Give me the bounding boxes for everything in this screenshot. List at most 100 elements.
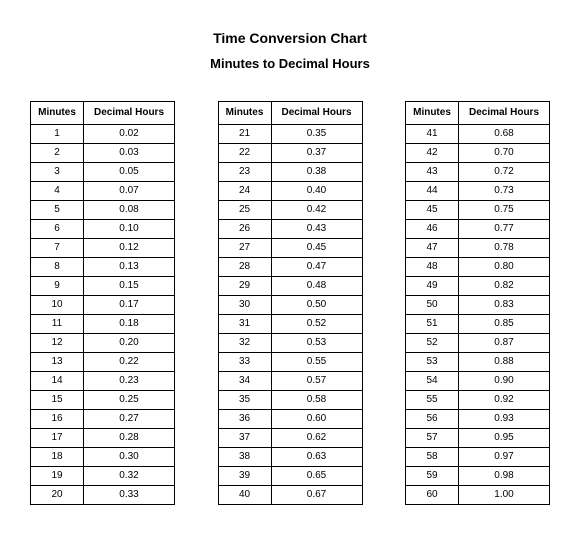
cell-decimal-hours: 0.25 (84, 391, 175, 410)
table-row: 580.97 (406, 448, 550, 467)
table-row: 390.65 (218, 467, 362, 486)
table-row: 200.33 (31, 486, 175, 505)
cell-decimal-hours: 0.17 (84, 296, 175, 315)
cell-minutes: 39 (218, 467, 271, 486)
cell-decimal-hours: 0.80 (459, 258, 550, 277)
table-row: 80.13 (31, 258, 175, 277)
cell-decimal-hours: 0.35 (271, 125, 362, 144)
cell-decimal-hours: 0.98 (459, 467, 550, 486)
cell-minutes: 41 (406, 125, 459, 144)
cell-minutes: 10 (31, 296, 84, 315)
cell-decimal-hours: 0.38 (271, 163, 362, 182)
cell-decimal-hours: 0.27 (84, 410, 175, 429)
table-row: 290.48 (218, 277, 362, 296)
table-row: 210.35 (218, 125, 362, 144)
cell-minutes: 51 (406, 315, 459, 334)
cell-decimal-hours: 0.75 (459, 201, 550, 220)
cell-decimal-hours: 0.73 (459, 182, 550, 201)
cell-decimal-hours: 0.37 (271, 144, 362, 163)
cell-minutes: 6 (31, 220, 84, 239)
table-row: 250.42 (218, 201, 362, 220)
cell-minutes: 60 (406, 486, 459, 505)
table-row: 120.20 (31, 334, 175, 353)
table-row: 520.87 (406, 334, 550, 353)
table-row: 140.23 (31, 372, 175, 391)
table-row: 370.62 (218, 429, 362, 448)
cell-minutes: 53 (406, 353, 459, 372)
cell-minutes: 12 (31, 334, 84, 353)
table-row: 310.52 (218, 315, 362, 334)
cell-decimal-hours: 0.48 (271, 277, 362, 296)
tables-container: MinutesDecimal Hours10.0220.0330.0540.07… (30, 101, 550, 505)
cell-minutes: 40 (218, 486, 271, 505)
table-row: 180.30 (31, 448, 175, 467)
cell-minutes: 47 (406, 239, 459, 258)
cell-decimal-hours: 0.70 (459, 144, 550, 163)
cell-minutes: 38 (218, 448, 271, 467)
cell-decimal-hours: 0.50 (271, 296, 362, 315)
table-row: 190.32 (31, 467, 175, 486)
header-minutes: Minutes (218, 102, 271, 125)
table-row: 220.37 (218, 144, 362, 163)
conversion-table-2: MinutesDecimal Hours210.35220.37230.3824… (218, 101, 363, 505)
cell-minutes: 45 (406, 201, 459, 220)
cell-minutes: 1 (31, 125, 84, 144)
cell-decimal-hours: 0.12 (84, 239, 175, 258)
cell-decimal-hours: 0.33 (84, 486, 175, 505)
table-row: 590.98 (406, 467, 550, 486)
table-row: 550.92 (406, 391, 550, 410)
cell-decimal-hours: 0.18 (84, 315, 175, 334)
conversion-table-1: MinutesDecimal Hours10.0220.0330.0540.07… (30, 101, 175, 505)
cell-minutes: 24 (218, 182, 271, 201)
cell-decimal-hours: 0.95 (459, 429, 550, 448)
cell-decimal-hours: 0.05 (84, 163, 175, 182)
cell-minutes: 8 (31, 258, 84, 277)
cell-decimal-hours: 0.58 (271, 391, 362, 410)
cell-minutes: 21 (218, 125, 271, 144)
cell-minutes: 55 (406, 391, 459, 410)
table-row: 160.27 (31, 410, 175, 429)
cell-decimal-hours: 0.53 (271, 334, 362, 353)
cell-decimal-hours: 0.72 (459, 163, 550, 182)
cell-decimal-hours: 0.22 (84, 353, 175, 372)
table-header-row: MinutesDecimal Hours (31, 102, 175, 125)
table-row: 60.10 (31, 220, 175, 239)
cell-minutes: 37 (218, 429, 271, 448)
table-row: 90.15 (31, 277, 175, 296)
table-row: 40.07 (31, 182, 175, 201)
header-minutes: Minutes (31, 102, 84, 125)
cell-decimal-hours: 0.28 (84, 429, 175, 448)
table-row: 30.05 (31, 163, 175, 182)
header-decimal-hours: Decimal Hours (271, 102, 362, 125)
cell-decimal-hours: 0.10 (84, 220, 175, 239)
table-header-row: MinutesDecimal Hours (406, 102, 550, 125)
cell-minutes: 9 (31, 277, 84, 296)
table-row: 570.95 (406, 429, 550, 448)
cell-decimal-hours: 0.07 (84, 182, 175, 201)
cell-minutes: 49 (406, 277, 459, 296)
cell-decimal-hours: 0.67 (271, 486, 362, 505)
table-row: 270.45 (218, 239, 362, 258)
cell-decimal-hours: 0.45 (271, 239, 362, 258)
cell-minutes: 30 (218, 296, 271, 315)
cell-minutes: 32 (218, 334, 271, 353)
cell-minutes: 44 (406, 182, 459, 201)
table-row: 100.17 (31, 296, 175, 315)
cell-decimal-hours: 0.63 (271, 448, 362, 467)
cell-decimal-hours: 0.42 (271, 201, 362, 220)
table-row: 460.77 (406, 220, 550, 239)
table-row: 410.68 (406, 125, 550, 144)
cell-minutes: 17 (31, 429, 84, 448)
cell-minutes: 36 (218, 410, 271, 429)
cell-minutes: 4 (31, 182, 84, 201)
table-row: 330.55 (218, 353, 362, 372)
cell-decimal-hours: 0.40 (271, 182, 362, 201)
cell-minutes: 20 (31, 486, 84, 505)
table-row: 300.50 (218, 296, 362, 315)
cell-minutes: 13 (31, 353, 84, 372)
table-row: 560.93 (406, 410, 550, 429)
cell-decimal-hours: 0.47 (271, 258, 362, 277)
cell-decimal-hours: 0.30 (84, 448, 175, 467)
cell-decimal-hours: 0.20 (84, 334, 175, 353)
cell-decimal-hours: 0.52 (271, 315, 362, 334)
